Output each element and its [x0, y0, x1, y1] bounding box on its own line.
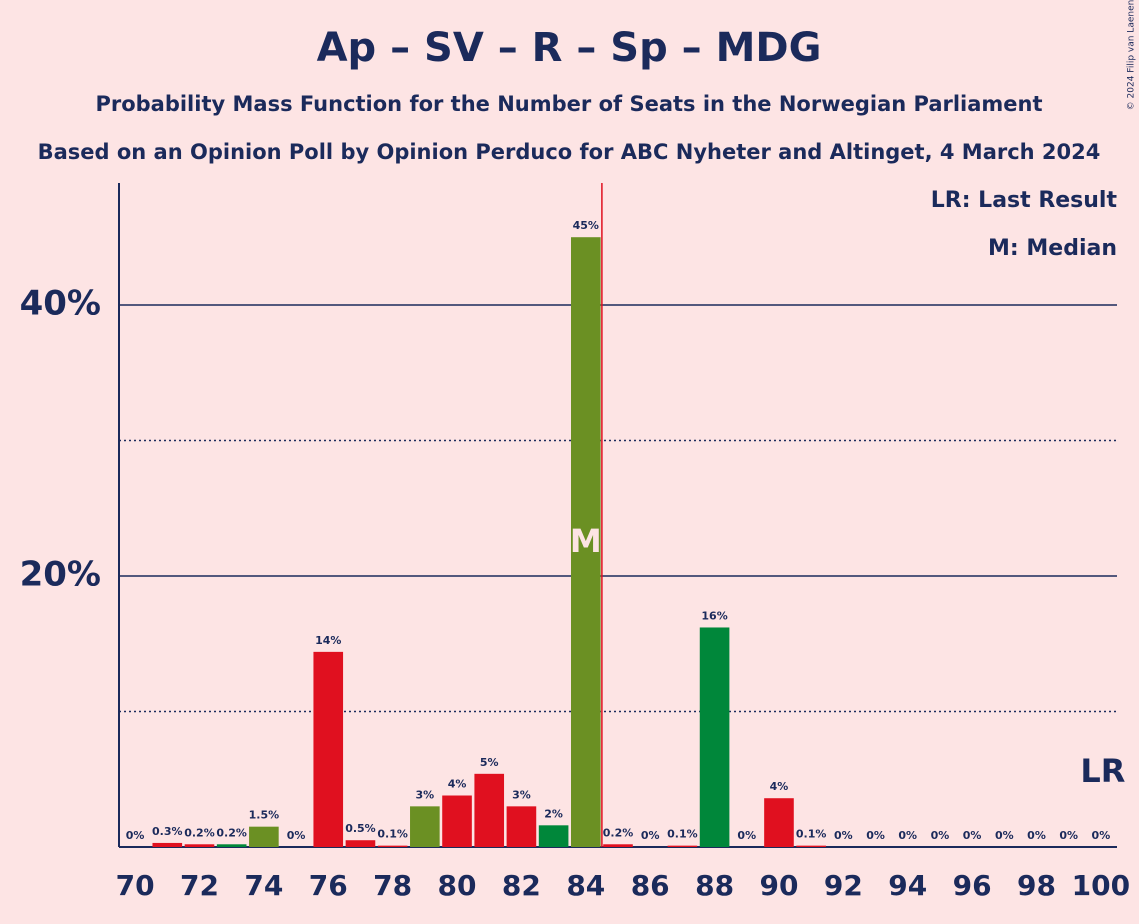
- x-tick-label: 100: [1072, 869, 1130, 902]
- data-label: 0%: [834, 829, 853, 842]
- data-label: 0.2%: [216, 826, 247, 839]
- x-tick-label: 96: [953, 869, 992, 902]
- bar: [216, 844, 247, 847]
- data-label: 4%: [770, 780, 789, 793]
- x-tick-label: 84: [566, 869, 605, 902]
- data-label: 0%: [1059, 829, 1078, 842]
- x-tick-label: 80: [438, 869, 477, 902]
- bar: [249, 826, 279, 847]
- data-label: 16%: [701, 609, 727, 622]
- data-label: 3%: [512, 788, 531, 801]
- chart-subtitle: Based on an Opinion Poll by Opinion Perd…: [38, 140, 1101, 164]
- x-tick-label: 88: [695, 869, 734, 902]
- bar: [603, 844, 633, 847]
- x-tick-label: 90: [759, 869, 798, 902]
- bar: [410, 806, 440, 847]
- data-label: 0%: [963, 829, 982, 842]
- x-tick-label: 86: [631, 869, 670, 902]
- data-label: 2%: [544, 807, 563, 820]
- x-tick-label: 82: [502, 869, 541, 902]
- y-tick-label: 20%: [20, 554, 101, 594]
- bar: [345, 840, 376, 847]
- data-label: 0%: [126, 829, 145, 842]
- data-label: 1.5%: [249, 809, 280, 822]
- bar: [570, 237, 601, 847]
- copyright: © 2024 Filip van Laenen: [1127, 0, 1137, 110]
- bar: [667, 845, 698, 847]
- data-label: 0%: [287, 829, 306, 842]
- data-label: 0.3%: [152, 825, 183, 838]
- bar: [538, 825, 569, 847]
- bar: [474, 773, 505, 847]
- data-label: 0%: [1092, 829, 1111, 842]
- data-label: 0.1%: [377, 828, 408, 841]
- x-tick-label: 74: [244, 869, 283, 902]
- x-tick-label: 92: [824, 869, 863, 902]
- x-tick-label: 94: [888, 869, 927, 902]
- data-label: 0%: [931, 829, 950, 842]
- data-label: 0.1%: [667, 828, 698, 841]
- bar: [699, 627, 730, 847]
- x-tick-label: 72: [180, 869, 219, 902]
- data-label: 45%: [573, 219, 599, 232]
- bar: [184, 844, 215, 847]
- x-tick-label: 76: [309, 869, 348, 902]
- data-label: 0%: [1027, 829, 1046, 842]
- y-tick-label: 40%: [20, 283, 101, 323]
- data-label: 5%: [480, 756, 499, 769]
- data-label: 0%: [737, 829, 756, 842]
- bar: [506, 806, 537, 847]
- data-label: 0.5%: [345, 822, 376, 835]
- data-label: 0%: [898, 829, 917, 842]
- data-label: 0%: [995, 829, 1014, 842]
- chart-title: Ap – SV – R – Sp – MDG: [317, 25, 822, 71]
- x-tick-label: 98: [1017, 869, 1056, 902]
- data-label: 0.2%: [184, 826, 215, 839]
- x-tick-label: 70: [116, 869, 155, 902]
- bar: [796, 845, 826, 847]
- legend-entry: LR: Last Result: [931, 188, 1118, 213]
- data-label: 3%: [415, 788, 434, 801]
- data-label: 0%: [866, 829, 885, 842]
- data-label: 0.1%: [796, 828, 827, 841]
- data-label: 14%: [315, 634, 341, 647]
- bar: [313, 651, 344, 847]
- chart-subtitle: Probability Mass Function for the Number…: [95, 92, 1042, 116]
- data-label: 4%: [448, 778, 467, 791]
- bar: [442, 795, 472, 847]
- legend-entry: M: Median: [988, 236, 1117, 261]
- data-label: 0%: [641, 829, 660, 842]
- x-tick-label: 78: [373, 869, 412, 902]
- bar: [152, 842, 183, 847]
- median-marker: M: [570, 522, 602, 560]
- bar: [377, 845, 408, 847]
- bar: [764, 798, 794, 847]
- last-result-marker: LR: [1080, 752, 1125, 790]
- data-label: 0.2%: [603, 826, 634, 839]
